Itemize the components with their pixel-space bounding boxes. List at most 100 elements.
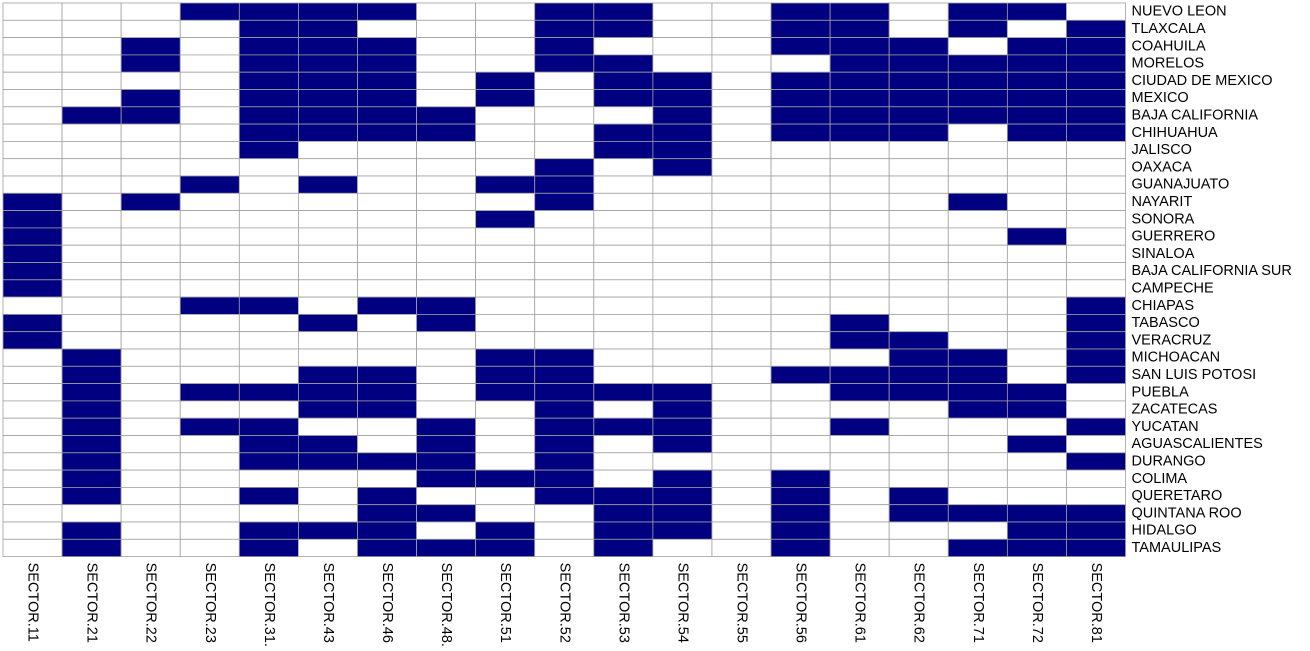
- heatmap-cell: [711, 417, 772, 436]
- heatmap-cell: [770, 279, 831, 298]
- heatmap-cell: [416, 106, 477, 125]
- heatmap-cell: [829, 123, 890, 142]
- heatmap-cell: [534, 19, 595, 38]
- row-label: NUEVO LEON: [1132, 4, 1227, 20]
- heatmap-cell: [593, 158, 654, 177]
- heatmap-cell: [652, 54, 713, 73]
- heatmap-cell: [416, 19, 477, 38]
- heatmap-cell: [416, 435, 477, 454]
- heatmap-cell: [1066, 435, 1126, 454]
- heatmap-cell: [297, 19, 358, 38]
- heatmap-cell: [416, 504, 477, 523]
- heatmap-cell: [179, 106, 240, 125]
- heatmap-cell: [297, 106, 358, 125]
- heatmap-cell: [534, 296, 595, 315]
- heatmap-cell: [357, 2, 417, 21]
- heatmap-cell: [416, 227, 477, 246]
- heatmap-cell: [888, 365, 949, 384]
- heatmap-cell: [2, 521, 63, 540]
- heatmap-cell: [652, 400, 713, 419]
- heatmap-cell: [357, 365, 417, 384]
- heatmap-cell: [2, 348, 63, 367]
- heatmap-cell: [297, 486, 358, 506]
- heatmap-cell: [770, 262, 831, 281]
- heatmap-cell: [179, 331, 240, 350]
- heatmap-cell: [475, 158, 536, 177]
- heatmap-cell: [1066, 140, 1126, 160]
- heatmap-cell: [416, 400, 477, 419]
- row-label: QUERETARO: [1132, 488, 1223, 504]
- heatmap-cell: [357, 123, 417, 142]
- heatmap-cell: [2, 71, 63, 90]
- heatmap-cell: [534, 348, 595, 367]
- heatmap-cell: [711, 54, 772, 73]
- heatmap-cell: [238, 417, 299, 436]
- heatmap-cell: [475, 123, 536, 142]
- heatmap-cell: [2, 383, 63, 402]
- heatmap-cell: [120, 348, 181, 367]
- heatmap-cell: [947, 192, 1008, 212]
- heatmap-cell: [297, 400, 358, 419]
- heatmap-cell: [61, 210, 122, 229]
- heatmap-cell: [1006, 313, 1067, 333]
- heatmap-cell: [711, 19, 772, 38]
- heatmap-cell: [711, 383, 772, 402]
- heatmap-cell: [61, 296, 122, 315]
- column-label: SECTOR.52: [556, 563, 572, 643]
- heatmap-cell: [179, 521, 240, 540]
- heatmap-cell: [888, 452, 949, 471]
- heatmap-cell: [829, 89, 890, 108]
- heatmap-cell: [534, 521, 595, 540]
- heatmap-cell: [1006, 365, 1067, 384]
- heatmap-cell: [238, 123, 299, 142]
- heatmap-cell: [1066, 106, 1126, 125]
- heatmap-cell: [120, 123, 181, 142]
- heatmap-cell: [888, 262, 949, 281]
- heatmap-cell: [1006, 538, 1067, 557]
- heatmap-cell: [534, 452, 595, 471]
- heatmap-cell: [179, 71, 240, 90]
- heatmap-cell: [829, 469, 890, 488]
- heatmap-cell: [120, 2, 181, 21]
- heatmap-cell: [2, 365, 63, 384]
- heatmap-cell: [475, 106, 536, 125]
- heatmap-cell: [2, 54, 63, 73]
- heatmap-cell: [416, 331, 477, 350]
- heatmap-cell: [61, 486, 122, 506]
- heatmap-cell: [652, 365, 713, 384]
- heatmap-cell: [711, 123, 772, 142]
- heatmap-cell: [297, 262, 358, 281]
- heatmap-cell: [770, 106, 831, 125]
- heatmap-cell: [416, 452, 477, 471]
- heatmap-cell: [593, 244, 654, 263]
- heatmap-cell: [829, 192, 890, 212]
- heatmap-cell: [888, 313, 949, 333]
- heatmap-cell: [297, 2, 358, 21]
- row-label: DURANGO: [1132, 453, 1206, 469]
- heatmap-cell: [652, 262, 713, 281]
- heatmap-cell: [2, 158, 63, 177]
- heatmap-cell: [652, 504, 713, 523]
- heatmap-cell: [357, 54, 417, 73]
- column-label: SECTOR.56: [793, 563, 809, 643]
- heatmap-cell: [475, 521, 536, 540]
- heatmap-cell: [888, 279, 949, 298]
- heatmap-cell: [2, 400, 63, 419]
- heatmap-cell: [297, 244, 358, 263]
- heatmap-cell: [888, 175, 949, 194]
- heatmap-cell: [179, 192, 240, 212]
- heatmap-cell: [2, 227, 63, 246]
- heatmap-cell: [297, 89, 358, 108]
- heatmap-cell: [947, 331, 1008, 350]
- heatmap-cell: [120, 417, 181, 436]
- heatmap-cell: [1066, 469, 1126, 488]
- row-label: MORELOS: [1132, 56, 1205, 72]
- heatmap-cell: [947, 452, 1008, 471]
- heatmap-cell: [357, 331, 417, 350]
- heatmap-cell: [711, 262, 772, 281]
- heatmap-cell: [238, 365, 299, 384]
- heatmap-cell: [947, 2, 1008, 21]
- heatmap-cell: [475, 417, 536, 436]
- heatmap-cell: [61, 504, 122, 523]
